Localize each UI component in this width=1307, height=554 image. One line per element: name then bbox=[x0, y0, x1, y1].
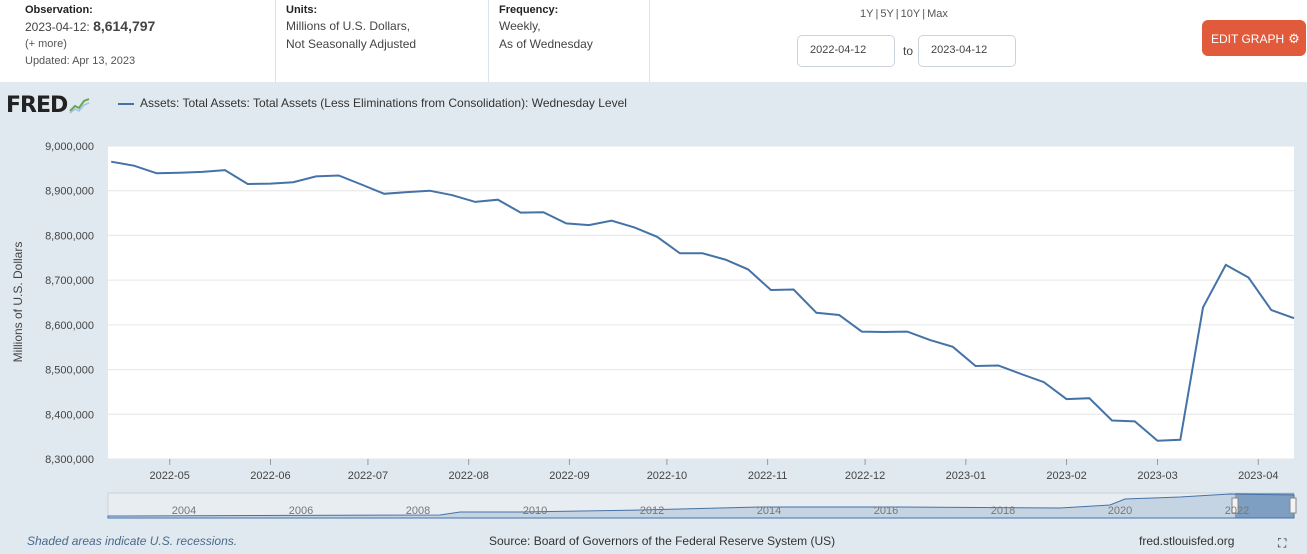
observation-label: Observation: bbox=[25, 4, 93, 16]
observation-panel: Observation: 2023-04-12: 8,614,797 (+ mo… bbox=[0, 0, 276, 82]
more-link[interactable]: (+ more) bbox=[25, 38, 67, 50]
x-tick-label: 2022-11 bbox=[748, 470, 788, 482]
fullscreen-icon[interactable]: ⛶ bbox=[1278, 536, 1287, 550]
navigator-selection bbox=[1235, 493, 1294, 518]
navigator-year-label: 2016 bbox=[874, 505, 898, 517]
range-selector: 1Y | 5Y | 10Y | Max bbox=[860, 8, 948, 20]
updated-date: Updated: Apr 13, 2023 bbox=[25, 55, 136, 67]
edit-graph-button[interactable]: EDIT GRAPH ⚙ bbox=[1202, 20, 1306, 56]
plot-background bbox=[108, 146, 1294, 459]
start-date-input[interactable]: 2022-04-12 bbox=[797, 35, 895, 67]
range-10y-button[interactable]: 10Y bbox=[900, 8, 921, 20]
units-label: Units: bbox=[286, 4, 318, 16]
navigator-year-label: 2004 bbox=[172, 505, 196, 517]
navigator-year-label: 2018 bbox=[991, 505, 1015, 517]
units-line1: Millions of U.S. Dollars, bbox=[286, 19, 411, 33]
x-tick-label: 2022-08 bbox=[448, 470, 488, 482]
x-tick-label: 2022-05 bbox=[150, 470, 190, 482]
range-max-button[interactable]: Max bbox=[927, 8, 948, 20]
y-axis-label: Millions of U.S. Dollars bbox=[11, 242, 25, 363]
navigator-year-label: 2020 bbox=[1108, 505, 1132, 517]
legend-swatch bbox=[118, 102, 134, 105]
y-tick-label: 8,700,000 bbox=[45, 275, 94, 287]
navigator-year-label: 2014 bbox=[757, 505, 781, 517]
logo-chart-icon bbox=[69, 98, 90, 114]
frequency-line1: Weekly, bbox=[499, 19, 541, 33]
x-tick-label: 2022-10 bbox=[647, 470, 687, 482]
frequency-line2: As of Wednesday bbox=[499, 37, 593, 51]
y-tick-label: 8,800,000 bbox=[45, 230, 94, 242]
units-line2: Not Seasonally Adjusted bbox=[286, 37, 417, 51]
range-5y-button[interactable]: 5Y bbox=[880, 8, 894, 20]
chart-legend: Assets: Total Assets: Total Assets (Less… bbox=[118, 96, 627, 110]
series-line bbox=[111, 160, 1295, 442]
y-tick-label: 8,500,000 bbox=[45, 365, 94, 377]
navigator-year-label: 2010 bbox=[523, 505, 547, 517]
header-bar: Observation: 2023-04-12: 8,614,797 (+ mo… bbox=[0, 0, 1307, 82]
gear-icon: ⚙ bbox=[1288, 31, 1300, 46]
observation-date: 2023-04-12: bbox=[25, 20, 90, 34]
y-tick-label: 8,400,000 bbox=[45, 409, 94, 421]
x-tick-label: 2022-09 bbox=[549, 470, 589, 482]
frequency-label: Frequency: bbox=[499, 4, 559, 16]
fred-logo[interactable]: FRED bbox=[6, 93, 90, 118]
y-tick-label: 8,900,000 bbox=[45, 186, 94, 198]
x-tick-label: 2022-12 bbox=[845, 470, 885, 482]
navigator-year-label: 2008 bbox=[406, 505, 430, 517]
end-date-input[interactable]: 2023-04-12 bbox=[918, 35, 1016, 67]
navigator-right-handle[interactable] bbox=[1289, 497, 1297, 514]
x-tick-label: 2023-01 bbox=[946, 470, 986, 482]
navigator: 2004 2006 2008 2010 2012 2014 2016 2018 2020 2022 bbox=[107, 492, 1297, 519]
x-tick-label: 2023-02 bbox=[1046, 470, 1086, 482]
x-tick-label: 2023-04 bbox=[1238, 470, 1278, 482]
recession-note: Shaded areas indicate U.S. recessions. bbox=[27, 534, 238, 548]
source-note: Source: Board of Governors of the Federa… bbox=[489, 534, 836, 548]
fred-url-link[interactable]: fred.stlouisfed.org bbox=[1139, 534, 1235, 548]
y-tick-label: 8,300,000 bbox=[45, 454, 94, 466]
y-tick-label: 9,000,000 bbox=[45, 141, 94, 153]
navigator-left-handle[interactable] bbox=[1231, 497, 1239, 514]
range-1y-button[interactable]: 1Y bbox=[860, 8, 874, 20]
x-tick-label: 2022-07 bbox=[348, 470, 388, 482]
frequency-panel: Frequency: Weekly, As of Wednesday bbox=[489, 0, 650, 82]
x-tick-label: 2023-03 bbox=[1137, 470, 1177, 482]
edit-graph-label: EDIT GRAPH bbox=[1211, 32, 1285, 46]
date-range-to: to bbox=[903, 44, 914, 58]
observation-value: 8,614,797 bbox=[93, 18, 156, 34]
legend-label: Assets: Total Assets: Total Assets (Less… bbox=[140, 96, 627, 110]
units-panel: Units: Millions of U.S. Dollars, Not Sea… bbox=[276, 0, 489, 82]
y-tick-label: 8,600,000 bbox=[45, 320, 94, 332]
navigator-year-label: 2022 bbox=[1225, 505, 1249, 517]
navigator-year-label: 2012 bbox=[640, 505, 664, 517]
navigator-year-label: 2006 bbox=[289, 505, 313, 517]
x-tick-label: 2022-06 bbox=[250, 470, 290, 482]
